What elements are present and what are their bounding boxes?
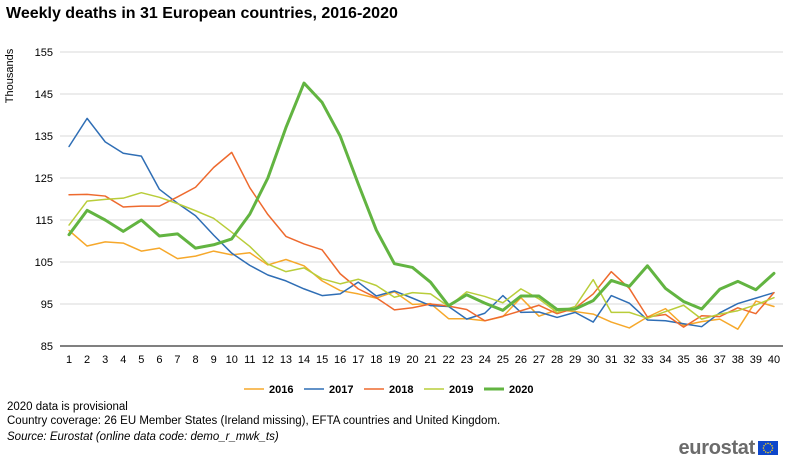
eurostat-logo: eurostat — [678, 435, 778, 461]
x-tick-label: 29 — [569, 354, 581, 366]
x-tick-label: 38 — [732, 354, 744, 366]
x-tick-label: 24 — [479, 354, 491, 366]
x-tick-label: 37 — [714, 354, 726, 366]
x-tick-label: 4 — [120, 354, 126, 366]
eu-star-icon — [763, 444, 765, 447]
series-line-2020 — [67, 81, 776, 312]
eu-star-icon — [771, 444, 773, 447]
legend: 2016 2017 2018 2019 2020 — [244, 384, 533, 396]
x-tick-label: 21 — [424, 354, 436, 366]
x-tick-label: 40 — [768, 354, 780, 366]
source-note: Source: Eurostat (online data code: demo… — [7, 431, 279, 443]
x-tick-label: 25 — [497, 354, 509, 366]
eu-star-icon — [771, 447, 774, 449]
x-tick-label: 33 — [641, 354, 653, 366]
x-tick-label: 6 — [156, 354, 162, 366]
x-tick-label: 32 — [623, 354, 635, 366]
eu-star-icon — [767, 451, 769, 454]
series-line-2017 — [68, 117, 775, 328]
x-tick-label: 28 — [551, 354, 563, 366]
series-lines — [67, 81, 776, 330]
series-line-2018 — [68, 151, 775, 328]
x-tick-label: 36 — [696, 354, 708, 366]
x-tick-label: 2 — [84, 354, 90, 366]
x-tick-label: 22 — [442, 354, 454, 366]
eu-flag-icon — [758, 441, 778, 455]
x-tick-label: 17 — [352, 354, 364, 366]
eu-star-icon — [771, 449, 773, 452]
y-tick-label: 115 — [35, 215, 53, 227]
legend-label-2017: 2017 — [329, 384, 353, 396]
y-tick-label: 135 — [35, 131, 53, 143]
x-tick-label: 11 — [244, 354, 255, 366]
x-tick-label: 14 — [298, 354, 310, 366]
grid-lines — [60, 51, 783, 305]
y-tick-label: 95 — [41, 299, 53, 311]
x-tick-label: 35 — [677, 354, 689, 366]
series-line-2016 — [68, 229, 775, 330]
x-tick-label: 5 — [138, 354, 144, 366]
x-tick-label: 30 — [587, 354, 599, 366]
legend-label-2018: 2018 — [389, 384, 413, 396]
y-tick-label: 145 — [35, 89, 53, 101]
eu-star-icon — [762, 447, 765, 449]
eu-star-icon — [764, 451, 767, 453]
x-tick-label: 18 — [370, 354, 382, 366]
provisional-note: 2020 data is provisional — [7, 401, 128, 413]
eu-star-icon — [763, 449, 765, 452]
eu-star-icon — [764, 443, 767, 445]
x-tick-label: 23 — [461, 354, 473, 366]
x-tick-label: 3 — [102, 354, 108, 366]
x-tick-label: 10 — [226, 354, 238, 366]
series-line-2019 — [68, 191, 775, 320]
x-tick-label: 20 — [406, 354, 418, 366]
legend-label-2019: 2019 — [449, 384, 473, 396]
x-tick-label: 19 — [388, 354, 400, 366]
x-tick-label: 12 — [262, 354, 274, 366]
y-tick-label: 85 — [41, 341, 53, 353]
eu-stars-icon — [762, 442, 774, 454]
x-axis-tick-labels: 1 2 3 4 5 6 7 8 9 10 11 12 13 14 15 16 17 18 19 20 21 22 23 24 2… — [66, 354, 780, 366]
x-tick-label: 39 — [750, 354, 762, 366]
chart-title: Weekly deaths in 31 European countries, … — [6, 5, 398, 22]
x-tick-label: 8 — [193, 354, 199, 366]
logo-text: eurostat — [678, 436, 755, 459]
eu-star-icon — [767, 442, 769, 445]
x-tick-label: 16 — [334, 354, 346, 366]
eu-star-icon — [769, 451, 772, 453]
x-tick-label: 7 — [174, 354, 180, 366]
x-tick-label: 13 — [280, 354, 292, 366]
y-axis-tick-labels: 85 95 105 115 125 135 145 155 — [35, 47, 53, 353]
y-tick-label: 155 — [35, 47, 53, 59]
y-tick-label: 125 — [35, 173, 53, 185]
x-tick-label: 31 — [605, 354, 617, 366]
x-tick-label: 1 — [66, 354, 72, 366]
coverage-note: Country coverage: 26 EU Member States (I… — [7, 415, 501, 427]
y-axis-label: Thousands — [4, 48, 16, 103]
x-tick-label: 15 — [316, 354, 328, 366]
x-tick-label: 9 — [211, 354, 217, 366]
legend-label-2016: 2016 — [269, 384, 293, 396]
y-tick-label: 105 — [35, 257, 53, 269]
x-tick-label: 26 — [515, 354, 527, 366]
x-tick-label: 27 — [533, 354, 545, 366]
eu-star-icon — [769, 443, 772, 445]
legend-label-2020: 2020 — [509, 384, 533, 396]
x-tick-label: 34 — [659, 354, 671, 366]
